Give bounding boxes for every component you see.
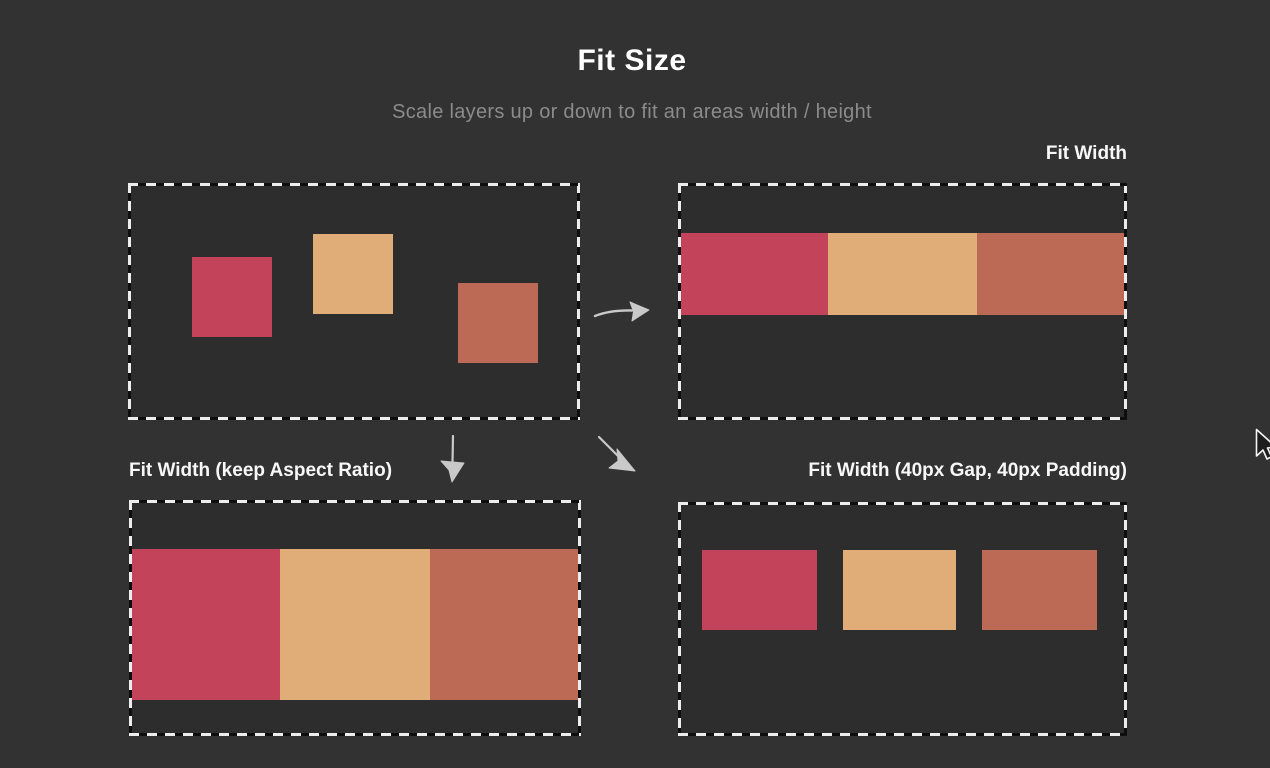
- red-bar-layer: [678, 233, 828, 315]
- rust-rect-layer: [982, 550, 1097, 630]
- page-subtitle: Scale layers up or down to fit an areas …: [392, 101, 872, 123]
- rust-bar-layer: [977, 233, 1127, 315]
- mouse-cursor-icon: [1255, 428, 1270, 460]
- tan-rect-layer: [843, 550, 956, 630]
- fit-width-label: Fit Width: [1045, 143, 1127, 164]
- fit-width-keep-aspect-ratio-panel: [129, 500, 581, 736]
- red-square-layer: [129, 549, 280, 700]
- red-square-layer: [192, 257, 272, 337]
- fit-width-gap-padding-label: Fit Width (40px Gap, 40px Padding): [808, 460, 1127, 481]
- fit-width-gap-padding-panel: [678, 502, 1127, 736]
- tan-square-layer: [313, 234, 393, 314]
- tan-square-layer: [280, 549, 430, 700]
- arrow-right-icon: [593, 301, 650, 322]
- arrow-down-icon: [440, 434, 465, 483]
- red-rect-layer: [702, 550, 817, 630]
- source-layers-panel: [128, 183, 580, 420]
- arrow-down-right-icon: [597, 435, 636, 472]
- fit-width-panel: [678, 183, 1127, 420]
- rust-square-layer: [458, 283, 538, 363]
- tan-bar-layer: [828, 233, 977, 315]
- fit-width-keep-aspect-ratio-label: Fit Width (keep Aspect Ratio): [129, 460, 393, 481]
- rust-square-layer: [430, 549, 581, 700]
- page-title: Fit Size: [577, 44, 687, 77]
